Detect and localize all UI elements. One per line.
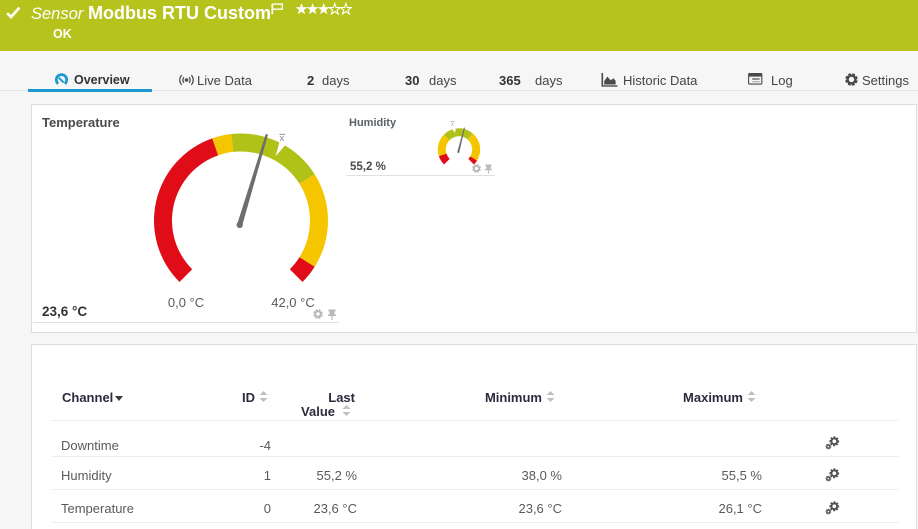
- svg-text:x: x: [451, 122, 454, 128]
- svg-text:x: x: [280, 133, 285, 144]
